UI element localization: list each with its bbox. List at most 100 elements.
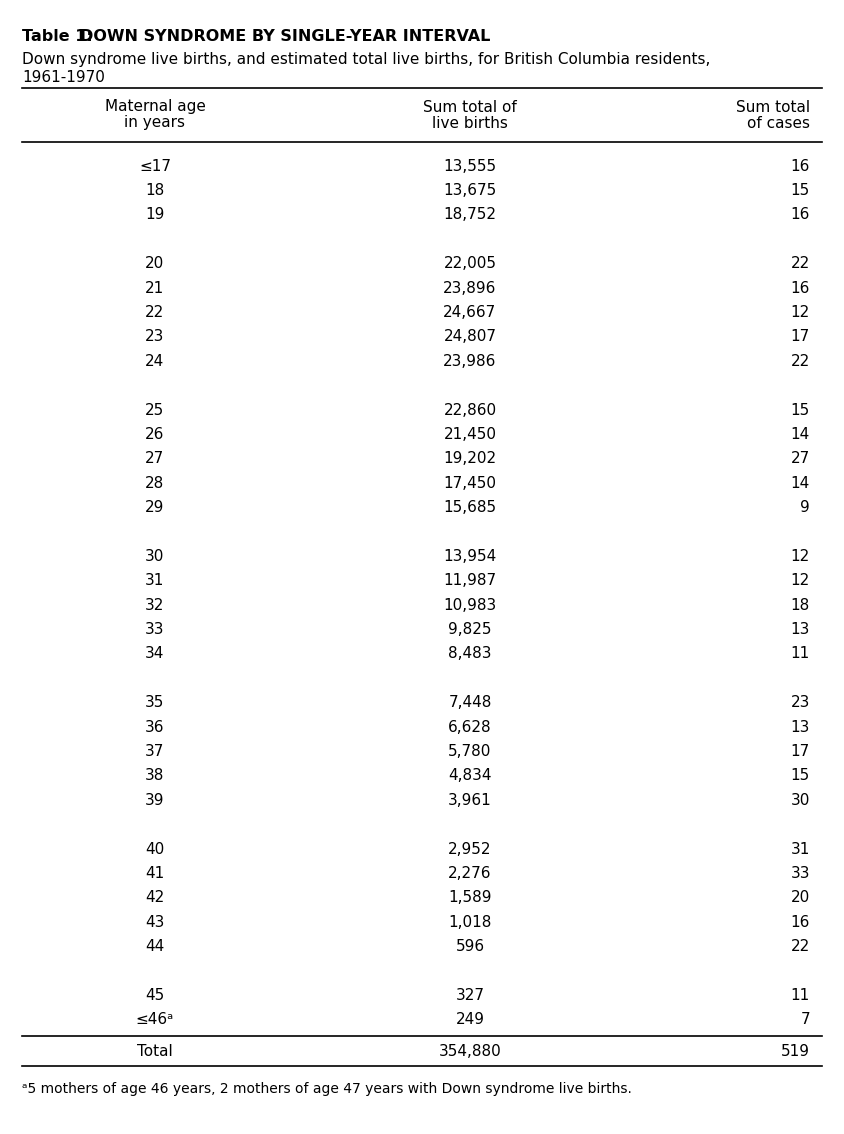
Text: 45: 45: [145, 988, 165, 1002]
Text: 4,834: 4,834: [448, 769, 492, 784]
Text: 27: 27: [791, 451, 810, 466]
Text: 20: 20: [145, 256, 165, 271]
Text: Sum total: Sum total: [736, 100, 810, 115]
Text: 13: 13: [791, 720, 810, 735]
Text: 15: 15: [791, 403, 810, 417]
Text: 23: 23: [791, 695, 810, 710]
Text: 36: 36: [145, 720, 165, 735]
Text: 16: 16: [791, 280, 810, 296]
Text: 9,825: 9,825: [448, 623, 492, 637]
Text: 354,880: 354,880: [439, 1043, 501, 1058]
Text: ≤17: ≤17: [139, 159, 171, 174]
Text: 24,807: 24,807: [443, 329, 496, 345]
Text: 33: 33: [791, 866, 810, 881]
Text: 519: 519: [781, 1043, 810, 1058]
Text: 39: 39: [145, 793, 165, 807]
Text: 327: 327: [456, 988, 484, 1002]
Text: 43: 43: [145, 915, 165, 930]
Text: Total: Total: [137, 1043, 173, 1058]
Text: 10,983: 10,983: [443, 598, 496, 612]
Text: 42: 42: [145, 890, 165, 905]
Text: 1961-1970: 1961-1970: [22, 70, 105, 85]
Text: 19: 19: [145, 208, 165, 222]
Text: 22,005: 22,005: [443, 256, 496, 271]
Text: 5,780: 5,780: [448, 744, 492, 759]
Text: 29: 29: [145, 500, 165, 515]
Text: 31: 31: [791, 841, 810, 856]
Text: 22: 22: [145, 305, 165, 320]
Text: 13,954: 13,954: [443, 549, 496, 564]
Text: 13: 13: [791, 623, 810, 637]
Text: 17: 17: [791, 744, 810, 759]
Text: DOWN SYNDROME BY SINGLE-YEAR INTERVAL: DOWN SYNDROME BY SINGLE-YEAR INTERVAL: [80, 29, 490, 44]
Text: 12: 12: [791, 549, 810, 564]
Text: in years: in years: [125, 116, 186, 130]
Text: Sum total of: Sum total of: [423, 100, 517, 115]
Text: 18,752: 18,752: [443, 208, 496, 222]
Text: 11,987: 11,987: [443, 574, 496, 589]
Text: 13,555: 13,555: [443, 159, 496, 174]
Text: 21: 21: [145, 280, 165, 296]
Text: 16: 16: [791, 915, 810, 930]
Text: 30: 30: [145, 549, 165, 564]
Text: 27: 27: [145, 451, 165, 466]
Text: 14: 14: [791, 428, 810, 442]
Text: 8,483: 8,483: [448, 646, 492, 661]
Text: 22: 22: [791, 256, 810, 271]
Text: 22: 22: [791, 939, 810, 954]
Text: 17: 17: [791, 329, 810, 345]
Text: 14: 14: [791, 476, 810, 491]
Text: 249: 249: [456, 1013, 484, 1027]
Text: 21,450: 21,450: [443, 428, 496, 442]
Text: of cases: of cases: [747, 116, 810, 130]
Text: Table 1:: Table 1:: [22, 29, 99, 44]
Text: 23: 23: [145, 329, 165, 345]
Text: 24: 24: [145, 354, 165, 369]
Text: 35: 35: [145, 695, 165, 710]
Text: 28: 28: [145, 476, 165, 491]
Text: 38: 38: [145, 769, 165, 784]
Text: 16: 16: [791, 159, 810, 174]
Text: 11: 11: [791, 646, 810, 661]
Text: 31: 31: [145, 574, 165, 589]
Text: 18: 18: [145, 183, 165, 198]
Text: 15: 15: [791, 769, 810, 784]
Text: 2,952: 2,952: [448, 841, 492, 856]
Text: 23,986: 23,986: [443, 354, 496, 369]
Text: 9: 9: [800, 500, 810, 515]
Text: 7,448: 7,448: [448, 695, 492, 710]
Text: 19,202: 19,202: [443, 451, 496, 466]
Text: 34: 34: [145, 646, 165, 661]
Text: 2,276: 2,276: [448, 866, 492, 881]
Text: 1,018: 1,018: [448, 915, 492, 930]
Text: 12: 12: [791, 305, 810, 320]
Text: 25: 25: [145, 403, 165, 417]
Text: 596: 596: [456, 939, 484, 954]
Text: 24,667: 24,667: [443, 305, 496, 320]
Text: 15,685: 15,685: [443, 500, 496, 515]
Text: 20: 20: [791, 890, 810, 905]
Text: 23,896: 23,896: [443, 280, 496, 296]
Text: 30: 30: [791, 793, 810, 807]
Text: 7: 7: [800, 1013, 810, 1027]
Text: 26: 26: [145, 428, 165, 442]
Text: 37: 37: [145, 744, 165, 759]
Text: ≤46ᵃ: ≤46ᵃ: [136, 1013, 174, 1027]
Text: 22,860: 22,860: [443, 403, 496, 417]
Text: 16: 16: [791, 208, 810, 222]
Text: Maternal age: Maternal age: [105, 100, 205, 115]
Text: live births: live births: [432, 116, 508, 130]
Text: 3,961: 3,961: [448, 793, 492, 807]
Text: Down syndrome live births, and estimated total live births, for British Columbia: Down syndrome live births, and estimated…: [22, 52, 711, 67]
Text: 44: 44: [145, 939, 165, 954]
Text: 33: 33: [145, 623, 165, 637]
Text: 41: 41: [145, 866, 165, 881]
Text: 1,589: 1,589: [448, 890, 492, 905]
Text: 18: 18: [791, 598, 810, 612]
Text: 40: 40: [145, 841, 165, 856]
Text: 12: 12: [791, 574, 810, 589]
Text: 13,675: 13,675: [443, 183, 496, 198]
Text: 22: 22: [791, 354, 810, 369]
Text: 15: 15: [791, 183, 810, 198]
Text: 17,450: 17,450: [443, 476, 496, 491]
